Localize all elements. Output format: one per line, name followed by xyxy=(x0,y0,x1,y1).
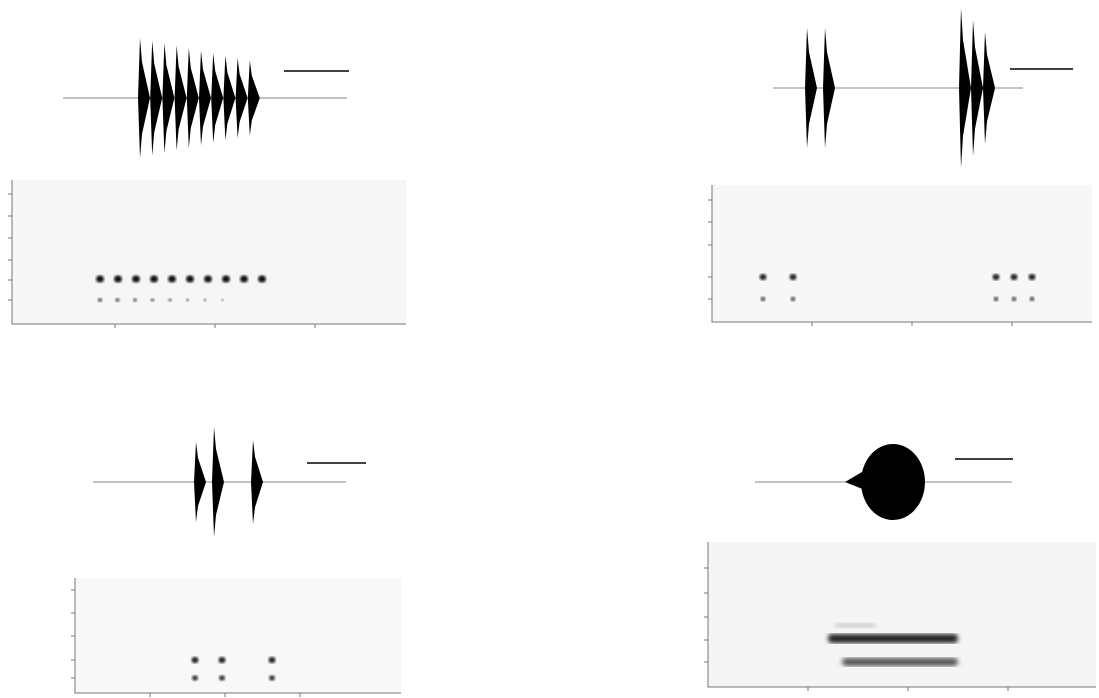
pulse xyxy=(805,28,817,148)
spectrogram-dot xyxy=(992,273,1000,281)
spectrogram-dot xyxy=(218,656,226,664)
spectrogram-dot xyxy=(203,298,207,302)
pulse xyxy=(186,48,199,148)
pulse xyxy=(959,8,971,168)
spectrogram-axes xyxy=(707,542,1096,688)
pulse xyxy=(194,442,206,522)
pulse xyxy=(823,28,835,148)
pulse xyxy=(199,50,211,146)
spectrogram-dot xyxy=(185,298,190,302)
spectrogram-dot xyxy=(96,275,104,283)
spectrogram-dot xyxy=(269,675,275,681)
spectrogram-dot xyxy=(1010,273,1018,281)
spectrogram-dot xyxy=(132,275,140,283)
spectrogram-dot xyxy=(759,273,767,281)
spectrogram-dot xyxy=(760,296,766,302)
spectrogram-bg xyxy=(712,185,1092,322)
pulse xyxy=(174,45,187,151)
spectrogram-dot xyxy=(150,275,158,283)
spectrogram-dot xyxy=(204,275,212,283)
spectrogram-bg xyxy=(12,180,406,324)
spectrogram-dot xyxy=(150,298,155,302)
spectrogram-dot xyxy=(268,656,276,664)
spectrogram-dot xyxy=(219,675,225,681)
call-envelope xyxy=(845,472,870,492)
pulse xyxy=(983,32,995,144)
spectrogram-dot xyxy=(168,275,176,283)
pulse xyxy=(138,38,150,158)
spectrogram-bg xyxy=(75,578,401,693)
pulse xyxy=(251,440,263,524)
harmonic-band xyxy=(828,634,958,643)
pulse xyxy=(211,53,224,143)
spectrogram-dot xyxy=(240,275,248,283)
spectrogram-dot xyxy=(191,656,199,664)
spectrogram-axes xyxy=(11,180,406,325)
spectrogram-dot xyxy=(221,298,224,302)
spectrogram-dot xyxy=(1029,296,1035,302)
spectrogram-dot xyxy=(168,298,172,302)
spectrogram-dot xyxy=(186,275,194,283)
pulse xyxy=(212,427,224,537)
spectrogram-dot xyxy=(115,298,120,302)
harmonic-band xyxy=(842,658,958,666)
harmonic-band xyxy=(835,623,875,628)
spectrogram-dot xyxy=(114,275,122,283)
spectrogram-dot xyxy=(97,297,103,303)
pulse xyxy=(223,55,236,141)
pulse xyxy=(971,20,983,156)
spectrogram-dot xyxy=(789,273,797,281)
spectrogram-axes xyxy=(711,185,1092,323)
call-envelope xyxy=(861,444,925,520)
spectrogram-dot xyxy=(258,275,266,283)
spectrogram-dot xyxy=(133,298,137,302)
spectrogram-dot xyxy=(1011,296,1017,302)
spectrogram-dot xyxy=(1028,273,1036,281)
spectrogram-dot xyxy=(222,275,230,283)
pulse xyxy=(150,40,163,156)
pulse xyxy=(162,43,175,153)
pulse xyxy=(235,58,248,138)
pulse xyxy=(247,60,260,136)
spectrogram-dot xyxy=(192,675,198,681)
spectrogram-dot xyxy=(993,296,999,302)
spectrogram-axes xyxy=(74,578,401,694)
spectrogram-dot xyxy=(790,296,796,302)
